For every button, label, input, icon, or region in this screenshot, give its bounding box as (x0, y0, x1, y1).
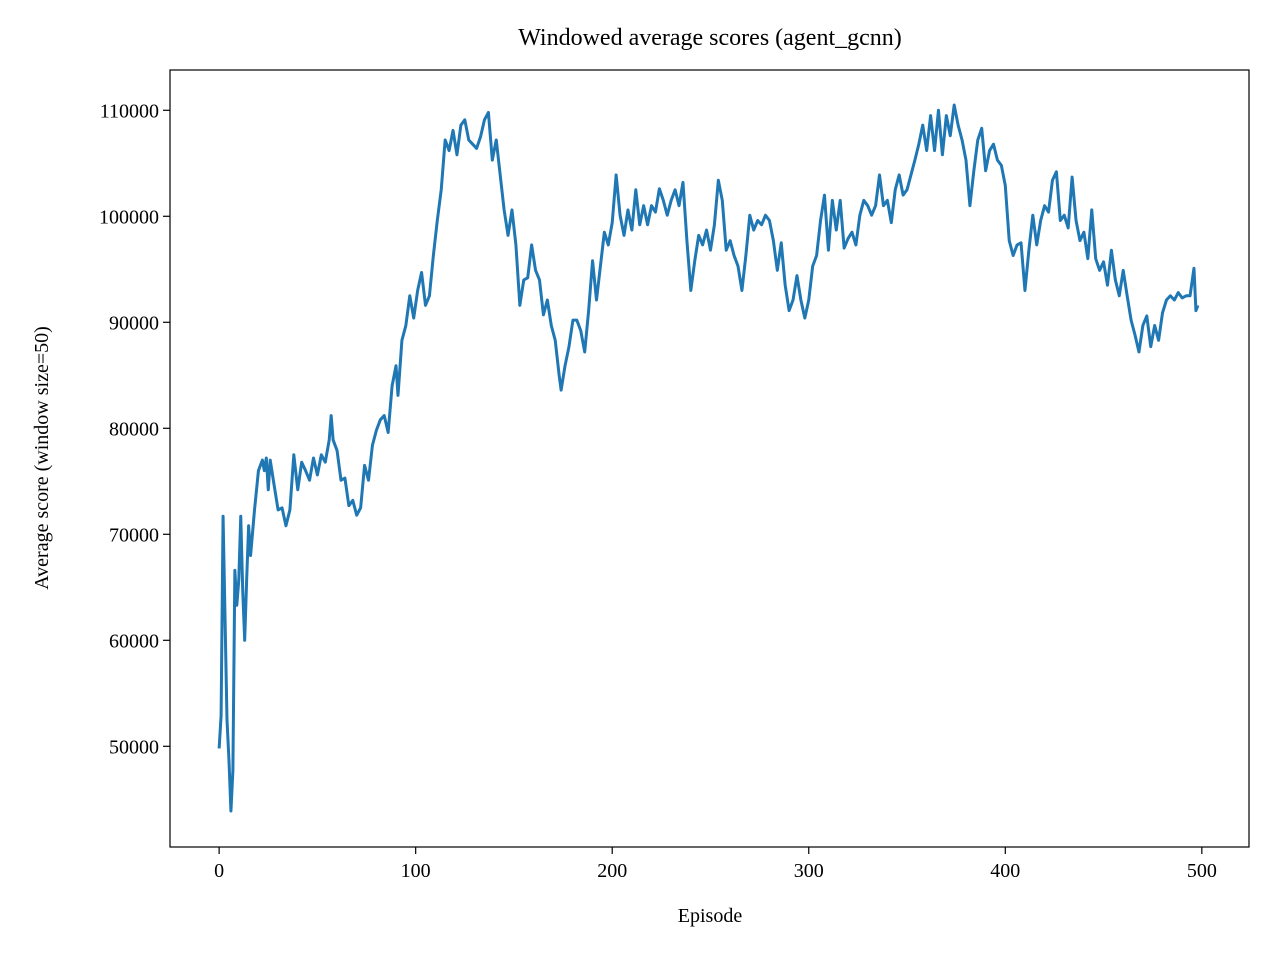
y-tick-label: 60000 (109, 630, 159, 652)
x-tick-label: 0 (214, 860, 224, 882)
y-tick-label: 70000 (109, 524, 159, 546)
plot-frame (169, 69, 1250, 848)
x-tick-label: 200 (597, 860, 627, 882)
x-tick-label: 400 (990, 860, 1020, 882)
x-tick-label: 100 (401, 860, 431, 882)
y-tick-label: 100000 (99, 206, 159, 228)
y-axis-label: Average score (window size=50) (31, 326, 53, 590)
y-tick-label: 50000 (109, 736, 159, 758)
x-tick-label: 500 (1187, 860, 1217, 882)
y-tick-label: 80000 (109, 418, 159, 440)
data-line (217, 103, 1200, 813)
x-tick-label: 300 (794, 860, 824, 882)
x-axis-label: Episode (678, 905, 743, 927)
y-tick-label: 110000 (100, 100, 159, 122)
y-tick-label: 90000 (109, 312, 159, 334)
chart-title: Windowed average scores (agent_gcnn) (518, 25, 902, 51)
